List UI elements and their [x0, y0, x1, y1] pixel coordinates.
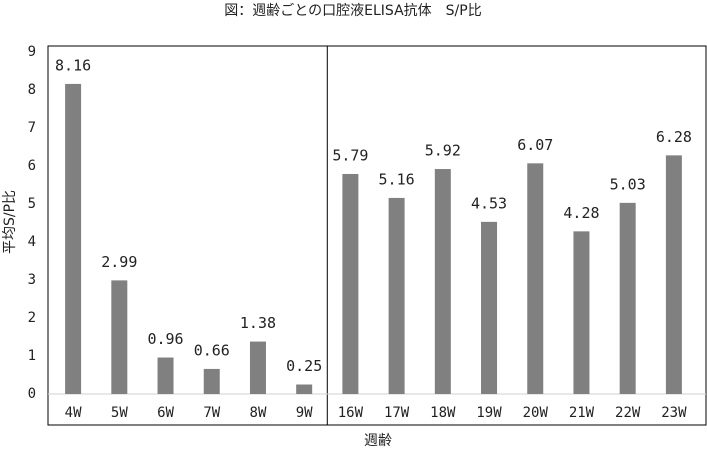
bar — [527, 163, 544, 394]
bar — [665, 155, 682, 394]
data-label: 5.16 — [379, 170, 415, 188]
bar — [203, 368, 220, 394]
data-label: 5.92 — [425, 142, 461, 160]
data-label: 4.28 — [563, 204, 599, 222]
x-tick-label: 23W — [661, 405, 687, 421]
bar — [296, 384, 313, 394]
y-tick-label: 4 — [28, 234, 36, 250]
data-label: 5.03 — [610, 175, 646, 193]
x-tick-label: 18W — [430, 405, 456, 421]
data-label: 0.66 — [194, 341, 230, 359]
x-tick-label: 20W — [523, 405, 549, 421]
bar — [65, 83, 82, 395]
y-tick-label: 8 — [28, 82, 36, 98]
chart-title: 図：週齢ごとの口腔液ELISA抗体 S/P比 — [224, 3, 481, 19]
bar — [111, 280, 128, 394]
data-label: 4.53 — [471, 194, 507, 212]
data-label: 6.28 — [656, 128, 692, 146]
x-tick-label: 4W — [65, 405, 82, 421]
bar — [434, 169, 451, 394]
y-tick-label: 2 — [28, 310, 36, 326]
x-tick-label: 19W — [476, 405, 502, 421]
x-tick-label: 7W — [203, 405, 220, 421]
x-tick-label: 5W — [111, 405, 128, 421]
y-tick-label: 6 — [28, 158, 36, 174]
bar — [619, 202, 636, 394]
y-tick-label: 9 — [28, 44, 36, 60]
y-tick-label: 3 — [28, 272, 36, 288]
data-label: 8.16 — [55, 56, 91, 74]
bar — [342, 173, 359, 394]
y-tick-label: 1 — [28, 348, 36, 364]
x-tick-label: 21W — [569, 405, 595, 421]
x-axis-title: 週齢 — [364, 433, 392, 449]
data-label: 6.07 — [517, 136, 553, 154]
bar — [573, 231, 590, 394]
y-axis-title: 平均S/P比 — [2, 190, 18, 254]
data-label: 1.38 — [240, 314, 276, 332]
bar — [481, 221, 498, 394]
y-tick-label: 0 — [28, 386, 36, 402]
x-tick-label: 22W — [615, 405, 641, 421]
y-tick-label: 5 — [28, 196, 36, 212]
x-tick-label: 9W — [296, 405, 313, 421]
data-label: 2.99 — [101, 253, 137, 271]
data-label: 5.79 — [332, 146, 368, 164]
data-label: 0.96 — [147, 330, 183, 348]
x-tick-label: 8W — [250, 405, 267, 421]
bar — [388, 197, 405, 394]
plot-frame — [47, 45, 707, 426]
x-tick-label: 17W — [384, 405, 410, 421]
x-tick-label: 16W — [338, 405, 364, 421]
x-tick-label: 6W — [157, 405, 174, 421]
data-label: 0.25 — [286, 357, 322, 375]
bar — [249, 341, 266, 394]
bar — [157, 357, 174, 394]
y-tick-label: 7 — [28, 120, 36, 136]
